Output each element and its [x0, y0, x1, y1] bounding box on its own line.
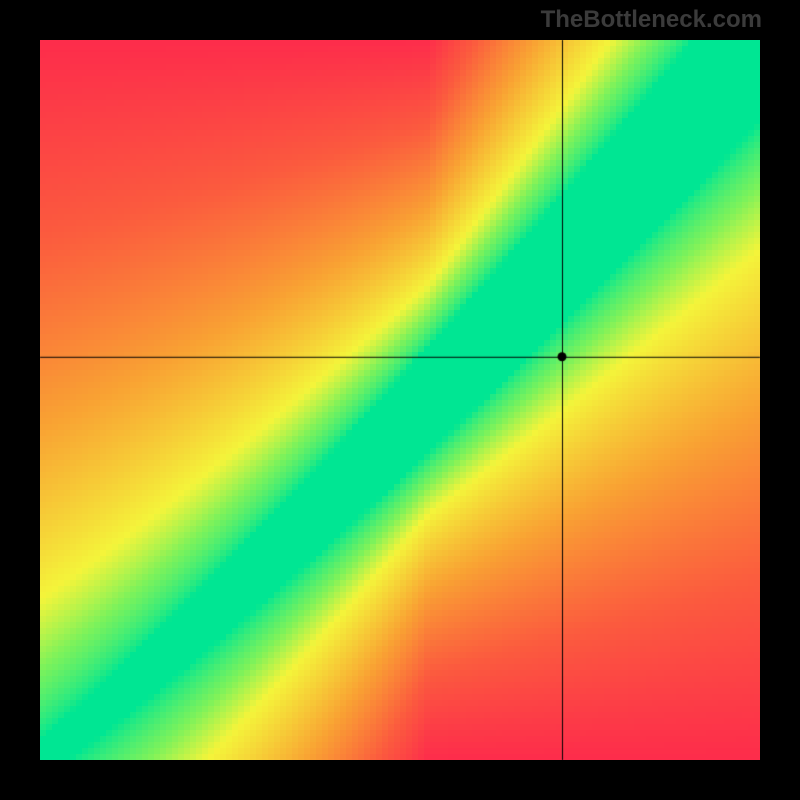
crosshair-overlay — [0, 0, 800, 800]
watermark-text: TheBottleneck.com — [541, 6, 762, 34]
